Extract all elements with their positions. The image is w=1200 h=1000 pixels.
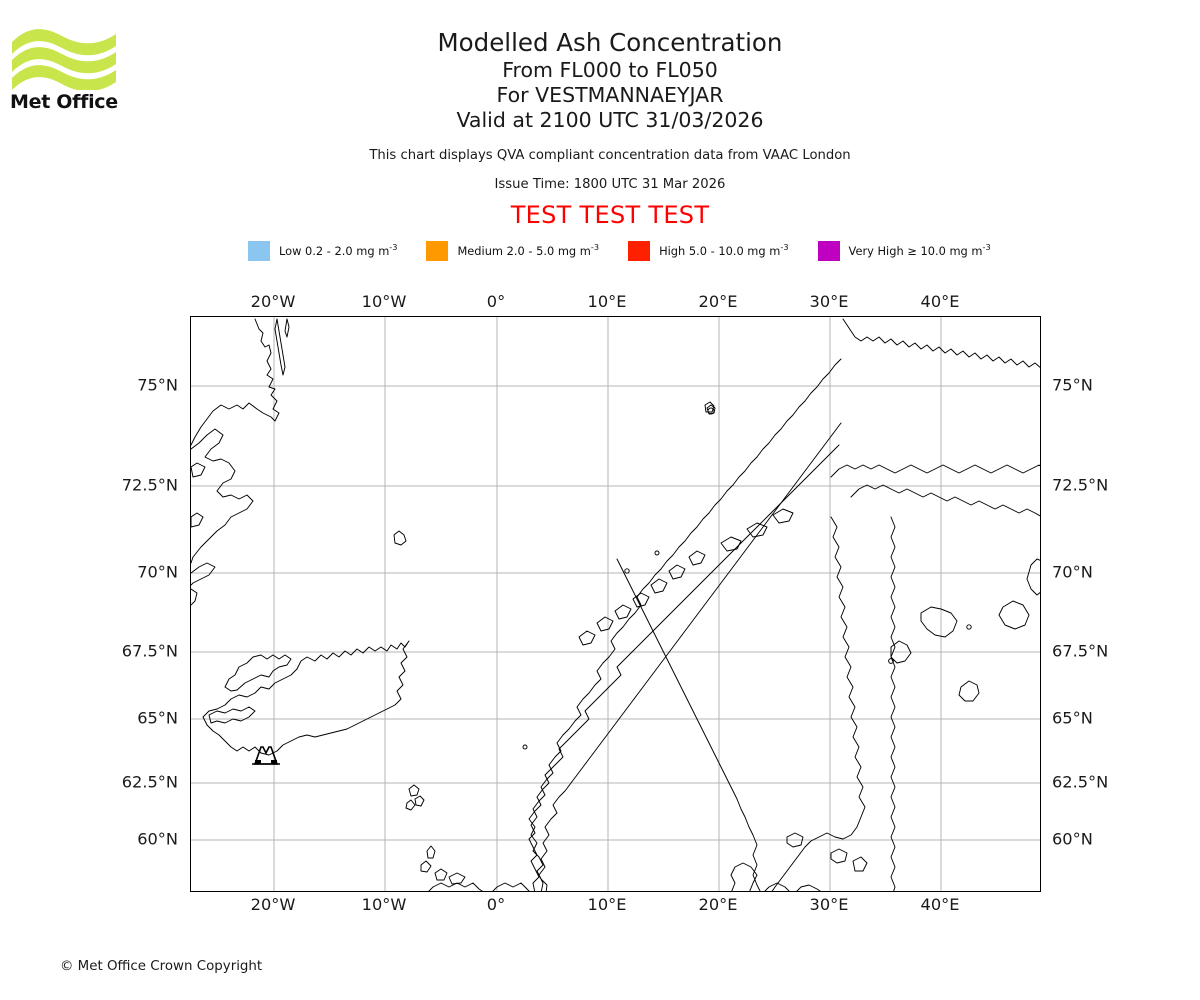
flight-level-range: From FL000 to FL050 [502,58,718,82]
legend-swatch-low [248,241,270,261]
lat-tick-right-72-5n: 72.5°N [1052,475,1109,495]
lat-tick-left-75n: 75°N [137,375,178,395]
lon-tick-bottom-20e: 20°E [698,895,738,914]
lat-tick-left-67-5n: 67.5°N [121,641,178,661]
volcano-marker-icon [252,746,280,765]
lat-tick-right-70n: 70°N [1052,562,1093,582]
coastline-outlines [191,318,1040,891]
legend-text-low: Low 0.2 - 2.0 mg m [279,244,390,258]
legend-label-medium: Medium 2.0 - 5.0 mg m-3 [457,242,600,258]
map-graticule-and-coastlines [191,317,1040,891]
legend-sup-low: -3 [389,242,398,253]
legend-item-high: High 5.0 - 10.0 mg m-3 [628,240,789,262]
lon-tick-top-10e: 10°E [587,292,627,311]
lon-tick-top-40e: 40°E [920,292,960,311]
met-office-wave-mark [12,29,116,90]
legend-item-low: Low 0.2 - 2.0 mg m-3 [248,240,397,262]
legend-text-medium: Medium 2.0 - 5.0 mg m [457,244,591,258]
concentration-legend: Low 0.2 - 2.0 mg m-3 Medium 2.0 - 5.0 mg… [248,240,991,262]
legend-label-low: Low 0.2 - 2.0 mg m-3 [279,242,398,258]
issue-time: Issue Time: 1800 UTC 31 Mar 2026 [494,177,726,192]
lon-tick-top-20e: 20°E [698,292,738,311]
legend-text-high: High 5.0 - 10.0 mg m [659,244,781,258]
copyright-notice: © Met Office Crown Copyright [60,959,263,974]
map-plot-area[interactable] [190,316,1041,892]
legend-swatch-high [628,241,651,261]
chart-header: Modelled Ash Concentration From FL000 to… [180,28,1040,229]
met-office-wordmark: Met Office [10,91,118,113]
lon-tick-bottom-0: 0° [486,895,506,914]
page-title: Modelled Ash Concentration [437,28,783,57]
legend-swatch-very-high [817,241,840,261]
lon-tick-bottom-10e: 10°E [587,895,627,914]
legend-label-high: High 5.0 - 10.0 mg m-3 [659,242,789,258]
lat-tick-right-75n: 75°N [1052,375,1093,395]
lat-tick-left-60n: 60°N [137,829,178,849]
lat-tick-right-60n: 60°N [1052,829,1093,849]
lon-tick-bottom-10w: 10°W [361,895,407,914]
lat-tick-left-72-5n: 72.5°N [121,475,178,495]
test-banner: TEST TEST TEST [510,201,710,229]
map-gridlines [191,317,1040,891]
legend-sup-medium: -3 [590,242,600,253]
legend-label-very-high: Very High ≥ 10.0 mg m-3 [848,242,991,258]
lat-tick-right-65n: 65°N [1052,708,1093,728]
legend-item-medium: Medium 2.0 - 5.0 mg m-3 [426,240,599,262]
lon-tick-top-20w: 20°W [250,292,296,311]
lat-tick-left-65n: 65°N [137,708,178,728]
lon-tick-top-10w: 10°W [361,292,407,311]
lon-tick-bottom-20w: 20°W [250,895,296,914]
volcano-location: For VESTMANNAEYJAR [496,83,724,107]
legend-item-very-high: Very High ≥ 10.0 mg m-3 [817,240,991,262]
legend-swatch-medium [426,241,449,261]
lon-tick-bottom-30e: 30°E [809,895,849,914]
legend-text-very-high: Very High ≥ 10.0 mg m [848,244,983,258]
lat-tick-right-67-5n: 67.5°N [1052,641,1109,661]
lat-tick-left-70n: 70°N [137,562,178,582]
legend-sup-high: -3 [780,242,789,253]
lat-tick-left-62-5n: 62.5°N [121,772,178,792]
legend-sup-very-high: -3 [982,242,991,253]
lon-tick-top-0: 0° [486,292,506,311]
met-office-logo: Met Office [10,24,130,114]
lon-tick-bottom-40e: 40°E [920,895,960,914]
lat-tick-right-62-5n: 62.5°N [1052,772,1109,792]
valid-time: Valid at 2100 UTC 31/03/2026 [456,108,764,132]
qva-note: This chart displays QVA compliant concen… [369,148,851,163]
lon-tick-top-30e: 30°E [809,292,849,311]
